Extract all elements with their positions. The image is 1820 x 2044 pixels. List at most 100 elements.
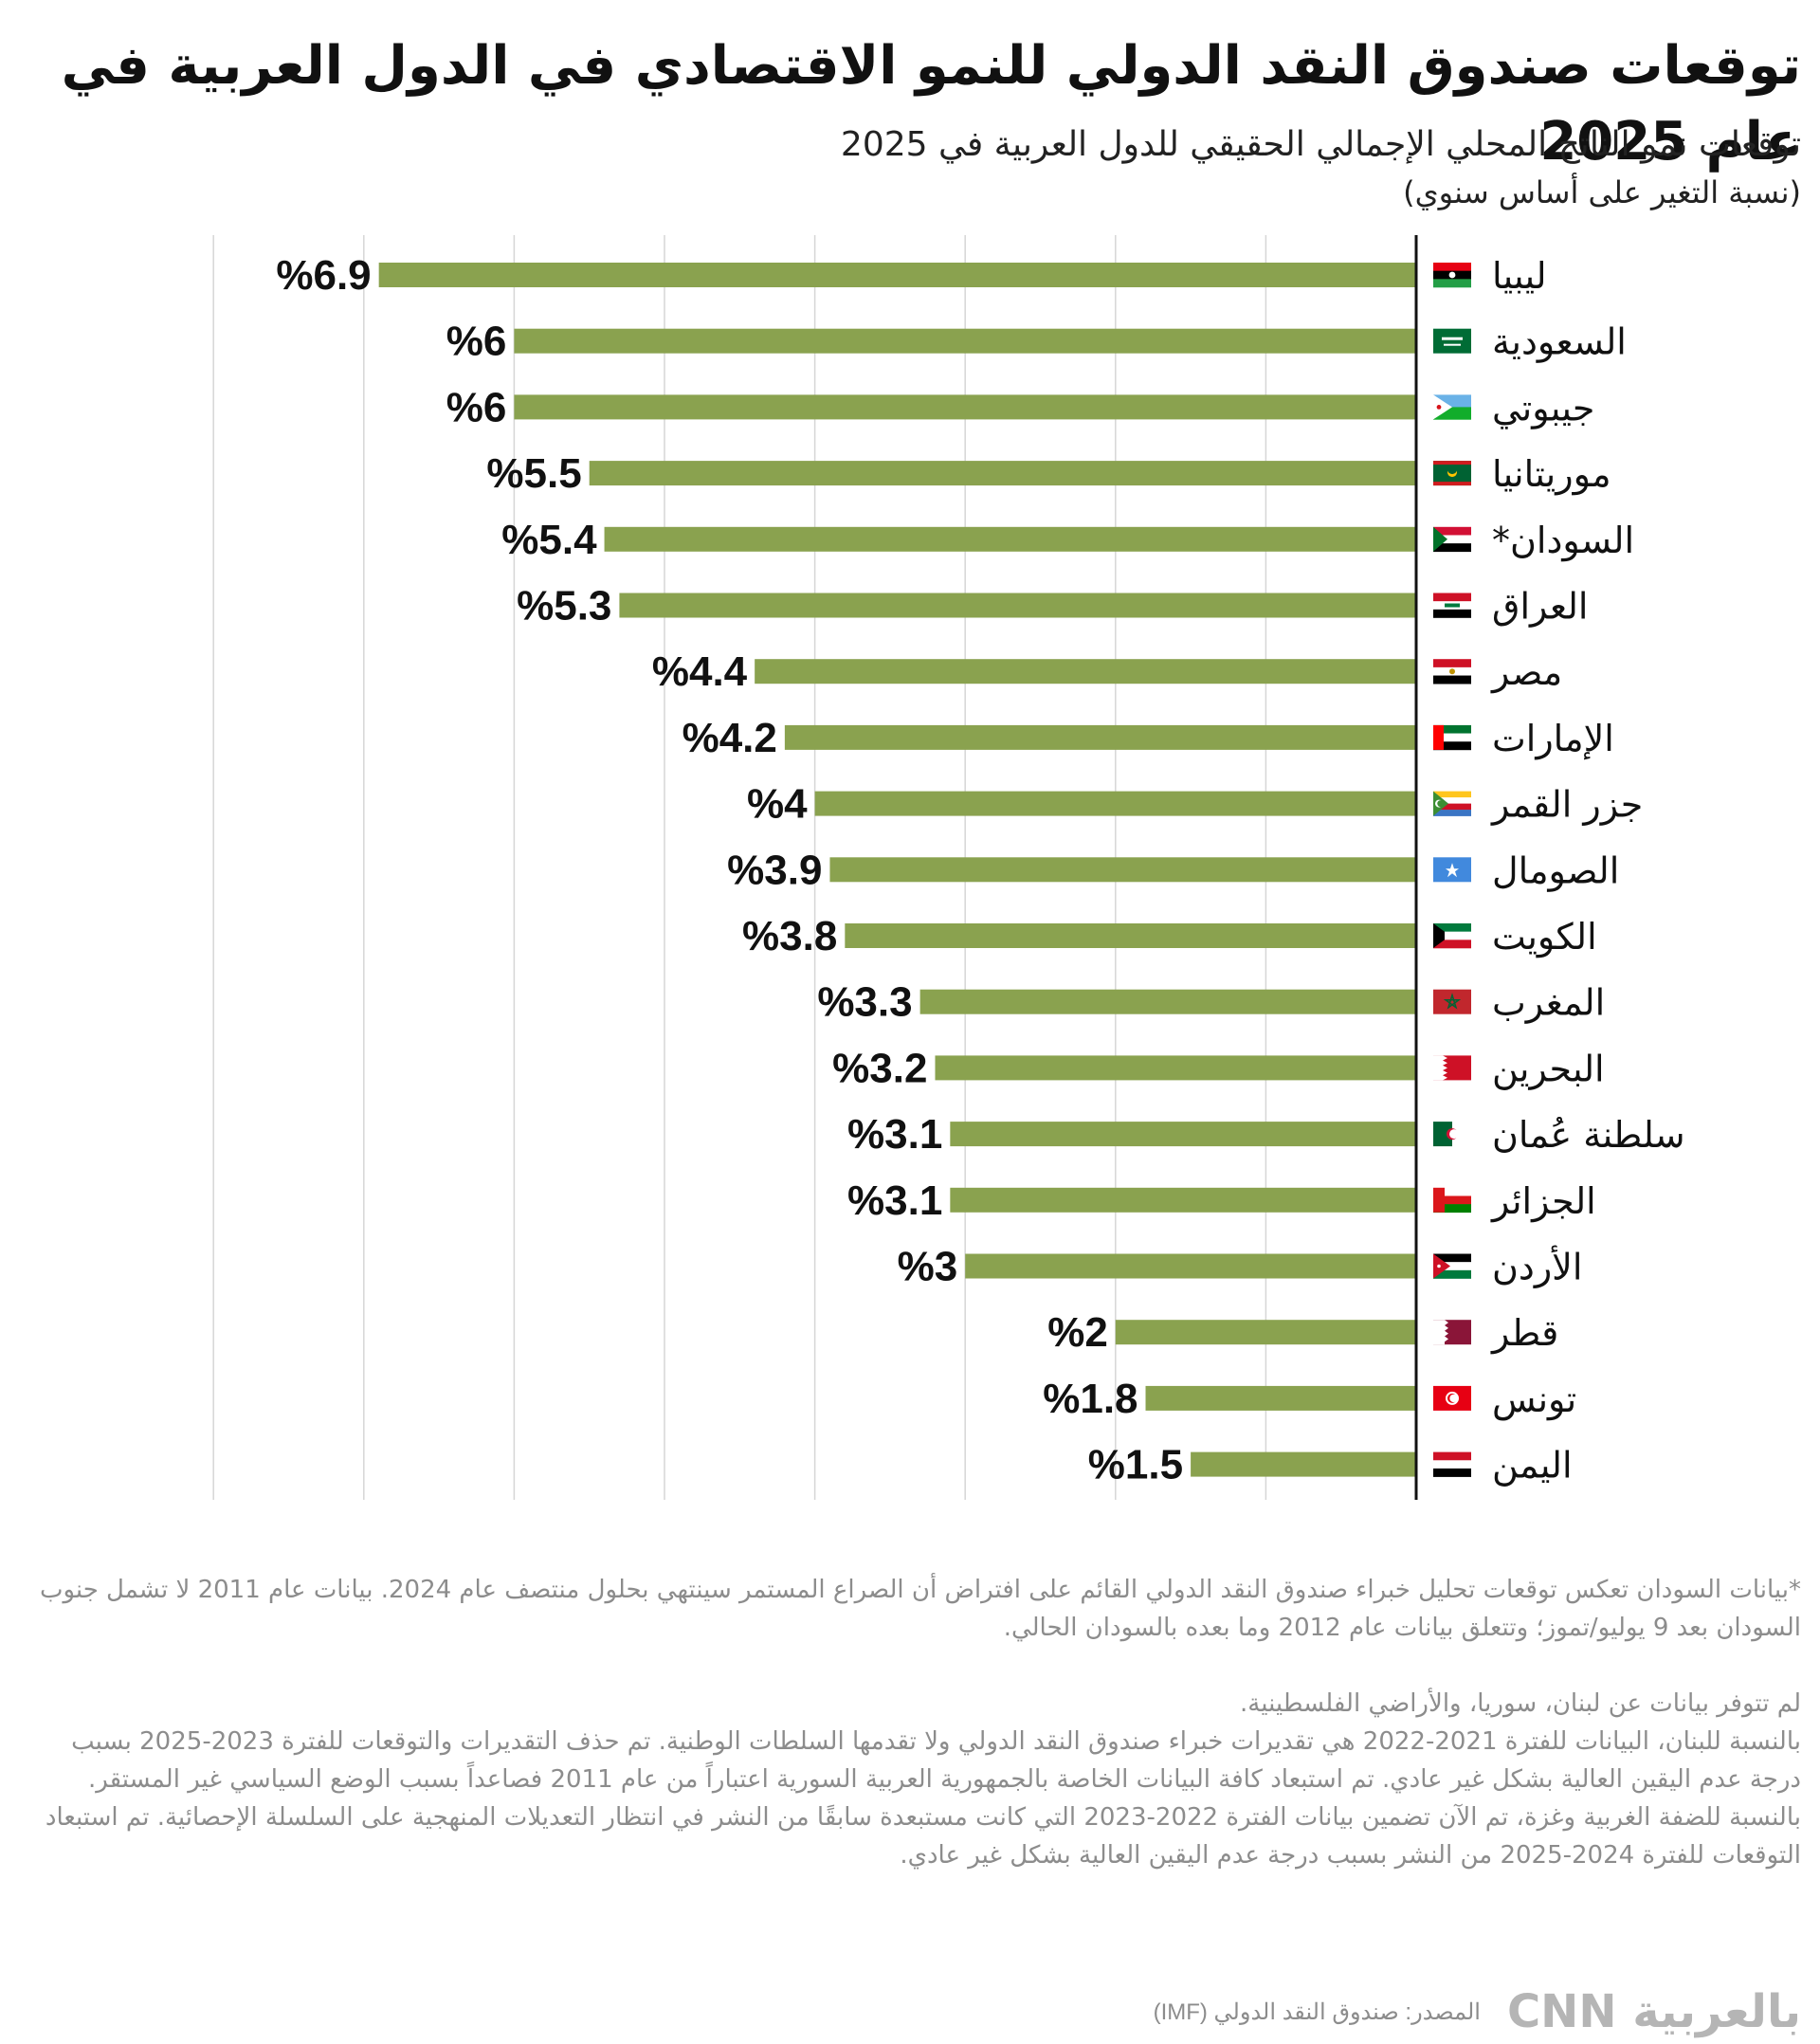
bars xyxy=(378,263,1416,1477)
bar xyxy=(1191,1451,1416,1477)
flag-triangle xyxy=(1433,923,1445,948)
category-label: الجزائر xyxy=(1490,1180,1596,1223)
flag-triangle xyxy=(1433,1055,1447,1081)
flag-stripe xyxy=(1433,659,1471,668)
chart-unit: (نسبة التغير على أساس سنوي) xyxy=(1403,174,1801,210)
flag-stripe xyxy=(1433,279,1471,288)
value-label: %3.2 xyxy=(832,1045,927,1091)
category-label: الصومال xyxy=(1492,849,1619,892)
flag-stripe xyxy=(1433,461,1471,465)
bar xyxy=(604,526,1416,552)
note-sudan: *بيانات السودان تعكس توقعات تحليل خبراء … xyxy=(39,1576,1801,1642)
flag-stripe xyxy=(1433,1253,1471,1263)
flag-stripe xyxy=(1452,1122,1471,1147)
flag-stripe xyxy=(1433,263,1471,271)
category-label: جزر القمر xyxy=(1490,784,1643,827)
value-label: %5.3 xyxy=(517,583,611,630)
flag-script xyxy=(1442,337,1463,340)
bar xyxy=(845,923,1416,948)
flag-triangle xyxy=(1433,394,1452,420)
category-label: السعودية xyxy=(1492,321,1627,364)
chart-subtitle: توقعات نمو الناتج المحلي الإجمالي الحقيق… xyxy=(840,125,1801,164)
category-label: اليمن xyxy=(1492,1445,1573,1487)
flag-emblem xyxy=(1448,271,1456,279)
value-label: %3.1 xyxy=(847,1111,942,1158)
value-label: %1.5 xyxy=(1088,1442,1183,1488)
flag-stripe xyxy=(1433,1195,1471,1205)
flag-stripe xyxy=(1433,1468,1471,1477)
value-label: %6 xyxy=(446,384,507,430)
category-label: موريتانيا xyxy=(1492,453,1611,496)
flag-stripe xyxy=(1433,482,1471,486)
bar xyxy=(378,263,1416,287)
value-label: %5.5 xyxy=(486,450,581,497)
bar xyxy=(814,791,1416,816)
flag-stripe xyxy=(1433,526,1471,536)
flag-stripe xyxy=(1433,675,1471,684)
mauritania-flag-icon xyxy=(1433,461,1471,486)
libya-flag-icon xyxy=(1433,263,1471,288)
category-label: تونس xyxy=(1492,1378,1576,1421)
egypt-flag-icon xyxy=(1433,659,1471,684)
flag-stripe xyxy=(1433,593,1471,602)
category-label: مصر xyxy=(1490,651,1562,694)
value-label: %6 xyxy=(446,319,507,365)
category-label: قطر xyxy=(1490,1312,1558,1355)
bar xyxy=(965,1253,1416,1279)
category-label: ليبيا xyxy=(1492,255,1547,297)
iraq-flag-icon xyxy=(1433,593,1471,618)
flag-stripe xyxy=(1433,1122,1452,1147)
value-label: %3.1 xyxy=(847,1177,942,1224)
value-label: %5.4 xyxy=(501,517,597,563)
category-label: العراق xyxy=(1492,586,1588,629)
flag-stripe xyxy=(1433,1460,1471,1469)
flag-emblem xyxy=(1449,1394,1458,1403)
morocco-flag-icon xyxy=(1433,989,1471,1014)
bar xyxy=(514,394,1416,420)
category-label: الكويت xyxy=(1492,916,1597,958)
value-label: %3.8 xyxy=(742,913,837,959)
flag-stripe xyxy=(1433,931,1471,940)
value-label: %3 xyxy=(898,1244,958,1290)
value-label: %3.9 xyxy=(727,847,822,893)
flag-stripe xyxy=(1433,1187,1445,1213)
flag-emblem xyxy=(1437,1264,1441,1268)
value-label: %4.4 xyxy=(652,648,748,695)
flag-stripe xyxy=(1433,791,1471,798)
somalia-flag-icon xyxy=(1433,857,1471,883)
djibouti-flag-icon xyxy=(1433,394,1471,420)
flag-stripe xyxy=(1433,797,1471,804)
category-label: سلطنة عُمان xyxy=(1492,1114,1685,1156)
flag-stripe xyxy=(1433,940,1471,949)
flag-part xyxy=(1433,328,1471,354)
value-label: %3.3 xyxy=(817,979,912,1026)
kuwait-flag-icon xyxy=(1433,923,1471,949)
yemen-flag-icon xyxy=(1433,1451,1471,1477)
category-label: جيبوتي xyxy=(1492,387,1594,429)
saudi-flag-icon xyxy=(1433,328,1471,354)
flag-stripe xyxy=(1433,1187,1471,1196)
source-text: المصدر: صندوق النقد الدولي (IMF) xyxy=(1153,1998,1481,2025)
note-missing-data: لم تتوفر بيانات عن لبنان، سوريا، والأراض… xyxy=(1240,1689,1801,1718)
bar xyxy=(935,1055,1416,1081)
category-label: السودان* xyxy=(1492,520,1634,562)
value-label: %4.2 xyxy=(682,715,777,761)
bahrain-flag-icon xyxy=(1433,1055,1471,1081)
flag-stripe xyxy=(1433,535,1471,544)
value-label: %1.8 xyxy=(1043,1376,1138,1422)
category-label: البحرين xyxy=(1492,1048,1605,1090)
flag-star xyxy=(1443,993,1462,1010)
value-label: %4 xyxy=(747,781,808,828)
flag-triangle xyxy=(1433,1253,1450,1279)
bar xyxy=(950,1187,1416,1213)
bar xyxy=(1145,1385,1416,1411)
flag-triangle xyxy=(1446,863,1459,878)
flag-emblem xyxy=(1437,800,1445,808)
flag-stripe xyxy=(1433,1269,1471,1279)
tunisia-flag-icon xyxy=(1433,1385,1471,1411)
value-label: %2 xyxy=(1047,1309,1108,1356)
bar-chart: %6.9 ليبيا %6 السعودية %6 جيبوتي %5.5 موريتانيا… xyxy=(212,235,1685,1500)
bar xyxy=(589,461,1416,486)
uae-flag-icon xyxy=(1433,724,1471,751)
note-details: بالنسبة للبنان، البيانات للفترة 2021-202… xyxy=(45,1727,1801,1870)
